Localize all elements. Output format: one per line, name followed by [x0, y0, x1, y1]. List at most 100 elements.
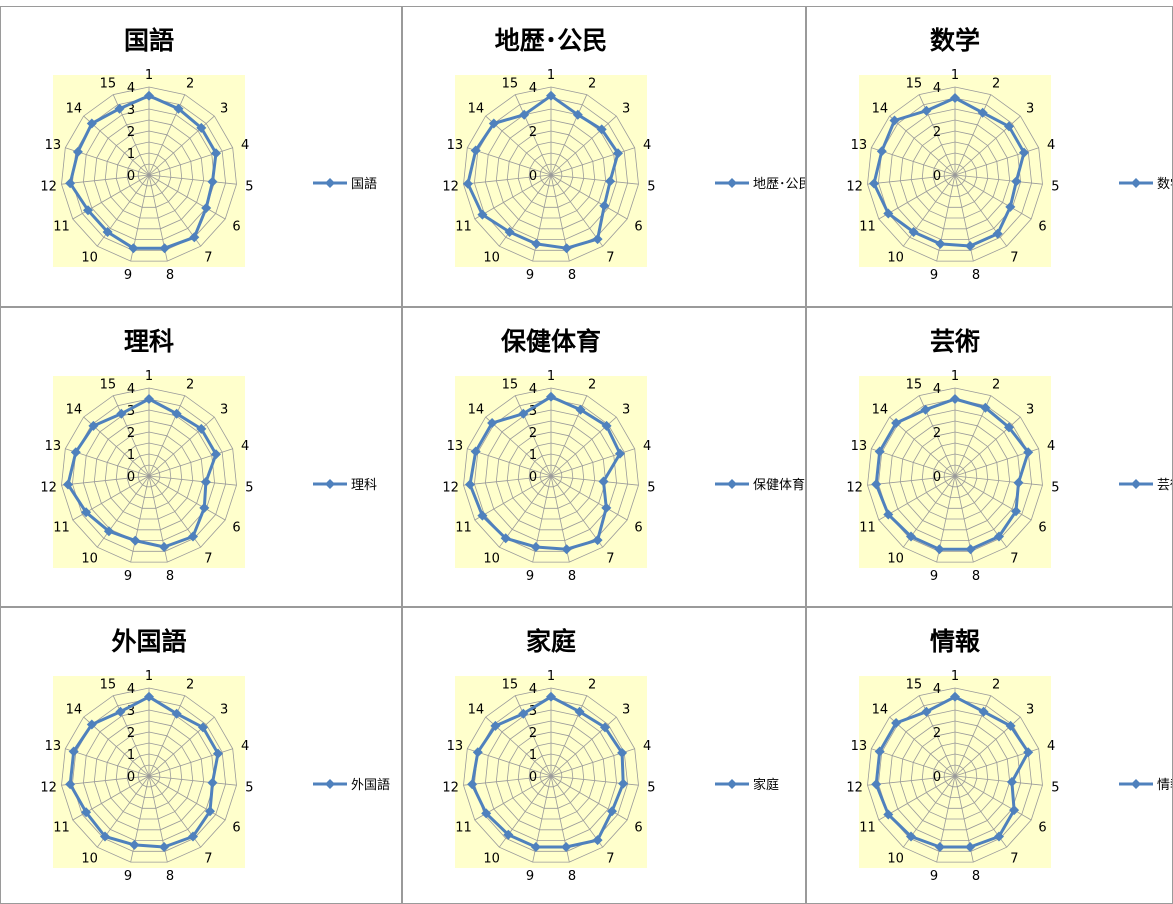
- data-point: [518, 708, 529, 719]
- category-label: 1: [951, 669, 959, 684]
- category-label: 13: [447, 739, 464, 754]
- category-label: 12: [40, 180, 57, 195]
- gridline-ring: [910, 431, 1000, 520]
- gridline-ring: [943, 464, 967, 488]
- radial-tick-label: 0: [127, 470, 135, 485]
- data-point: [921, 706, 932, 717]
- gridline-ring: [126, 152, 172, 197]
- data-point: [1004, 422, 1014, 433]
- legend-label: 情報: [1157, 778, 1173, 793]
- gridline-ring: [517, 442, 585, 509]
- category-label: 12: [442, 180, 459, 195]
- data-point: [144, 691, 154, 702]
- radial-tick-label: 0: [933, 169, 941, 184]
- chart-panel: 国語 0 1 2 3 4 1 2 3 4 5 6 7 8 9 10 11 12 13 14 15 国語: [0, 6, 402, 307]
- category-label: 6: [634, 220, 642, 235]
- data-point: [601, 502, 612, 513]
- category-label: 9: [124, 869, 132, 884]
- gridline-ring: [943, 764, 967, 788]
- gridline-ring: [82, 108, 216, 241]
- category-label: 14: [468, 702, 485, 717]
- spoke-line: [954, 775, 1032, 821]
- spoke-line: [474, 475, 552, 521]
- gridline-ring: [528, 753, 574, 798]
- category-label: 13: [851, 439, 868, 454]
- spoke-line: [148, 475, 226, 521]
- spoke-line: [61, 174, 150, 185]
- category-label: 7: [204, 552, 212, 567]
- data-point: [116, 408, 127, 419]
- chart-title: 地歴･公民: [495, 26, 608, 55]
- data-point: [129, 839, 140, 850]
- spoke-line: [871, 748, 956, 777]
- series-line: [470, 695, 625, 849]
- data-point: [481, 808, 492, 819]
- data-point: [1009, 805, 1020, 816]
- category-label: 10: [483, 552, 500, 567]
- data-point: [171, 408, 182, 419]
- legend-label: 外国語: [351, 777, 390, 793]
- data-point: [83, 205, 93, 216]
- data-point: [598, 476, 609, 487]
- data-point: [883, 208, 894, 219]
- data-point: [488, 118, 499, 129]
- gridline-ring: [910, 130, 1000, 219]
- category-label: 5: [1051, 781, 1059, 796]
- chart-panel: 外国語 0 1 2 3 4 1 2 3 4 5 6 7 8 9 10 11 12 13 14 15 外国語: [0, 607, 402, 904]
- category-label: 11: [859, 220, 876, 235]
- spoke-line: [130, 475, 150, 563]
- category-label: 2: [186, 77, 194, 92]
- category-label: 14: [468, 101, 485, 116]
- data-point: [950, 93, 960, 103]
- category-label: 9: [930, 569, 938, 584]
- category-label: 7: [606, 251, 614, 266]
- category-label: 2: [588, 378, 596, 393]
- category-label: 5: [245, 180, 253, 195]
- spoke-line: [148, 395, 186, 477]
- legend-label: 国語: [351, 176, 377, 192]
- category-label: 10: [483, 852, 500, 867]
- spoke-line: [463, 174, 552, 185]
- gridline-ring: [932, 152, 978, 197]
- spoke-line: [485, 416, 552, 477]
- spoke-line: [867, 475, 956, 486]
- data-point: [72, 146, 83, 157]
- radial-tick-label: 3: [529, 404, 537, 419]
- spoke-line: [550, 475, 639, 486]
- category-label: 13: [45, 138, 62, 153]
- gridline-ring: [484, 409, 618, 542]
- gridline-ring: [115, 442, 183, 509]
- category-label: 9: [124, 268, 132, 283]
- category-label: 6: [1038, 821, 1046, 836]
- data-point: [574, 706, 585, 717]
- gridline-ring: [61, 86, 237, 262]
- gridline-ring: [484, 709, 618, 842]
- spoke-line: [148, 174, 237, 185]
- category-label: 15: [906, 678, 923, 693]
- data-point: [934, 544, 945, 555]
- data-point: [1005, 720, 1016, 731]
- gridline-ring: [93, 720, 205, 831]
- gridline-ring: [867, 687, 1043, 863]
- legend-marker: [1131, 178, 1141, 188]
- legend-marker: [1131, 779, 1141, 789]
- category-label: 1: [547, 669, 555, 684]
- category-label: 13: [851, 138, 868, 153]
- radial-tick-label: 2: [933, 426, 941, 441]
- category-label: 8: [972, 869, 980, 884]
- category-label: 15: [100, 77, 117, 92]
- category-label: 15: [100, 378, 117, 393]
- data-point: [600, 722, 610, 733]
- radial-tick-label: 1: [529, 748, 537, 763]
- category-label: 11: [455, 220, 472, 235]
- chart-panel: 情報024123456789101112131415情報: [806, 607, 1173, 904]
- radial-tick-label: 3: [127, 103, 135, 118]
- spoke-line: [954, 775, 1043, 786]
- radial-tick-label: 2: [127, 125, 135, 140]
- chart-title: 情報: [930, 627, 981, 656]
- data-point: [599, 200, 610, 211]
